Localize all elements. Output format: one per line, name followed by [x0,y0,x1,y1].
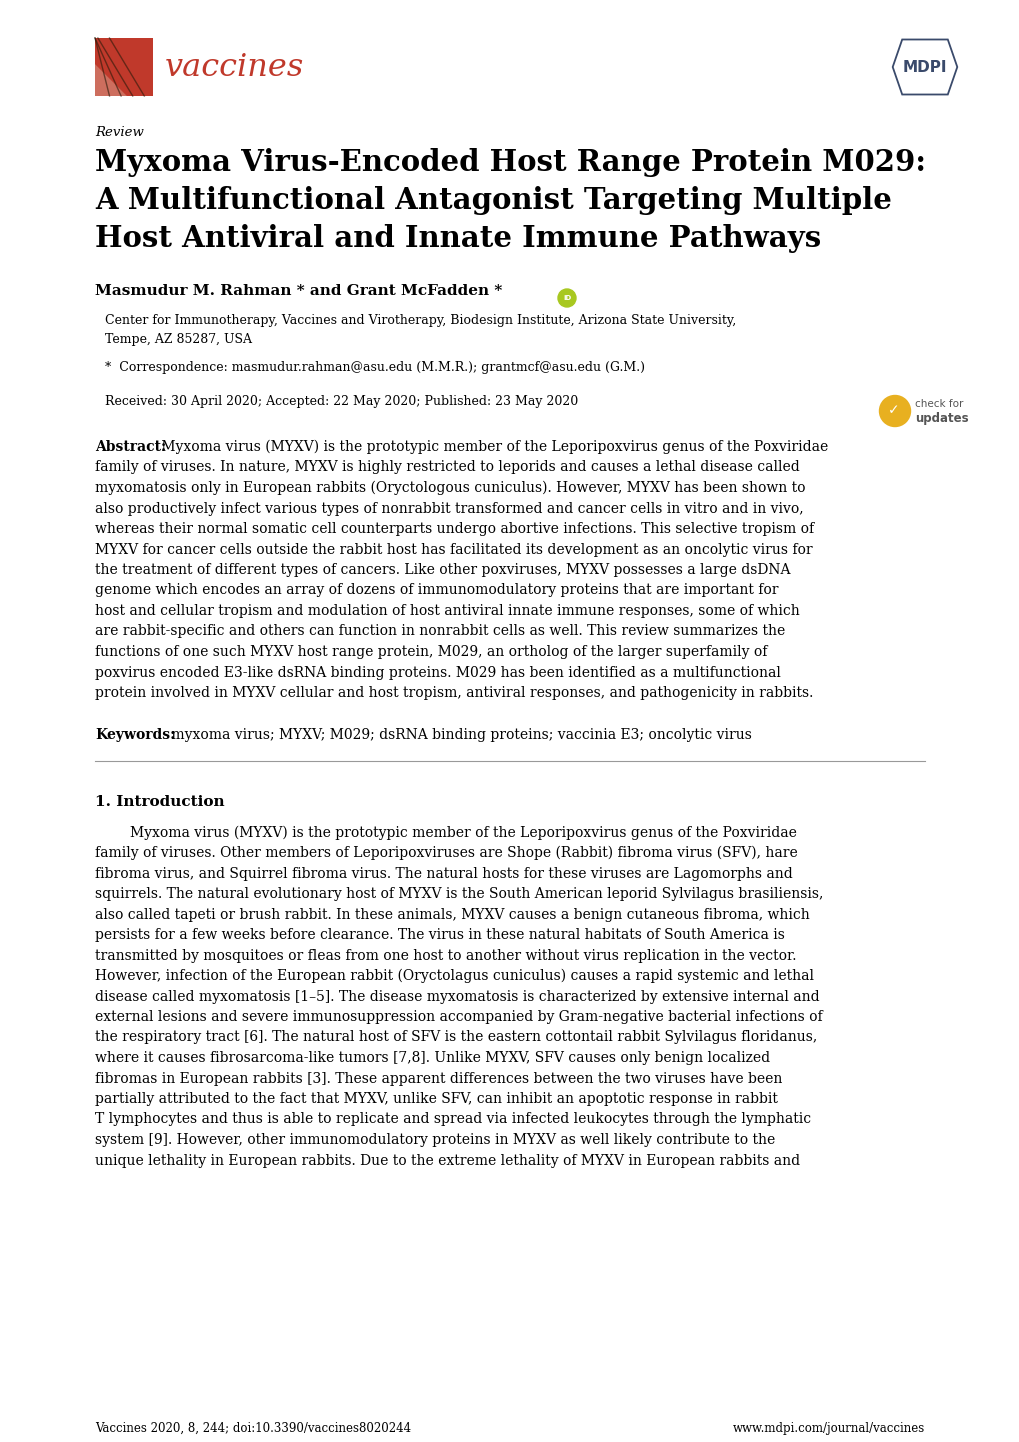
Text: 1. Introduction: 1. Introduction [95,796,224,809]
Text: are rabbit-specific and others can function in nonrabbit cells as well. This rev: are rabbit-specific and others can funct… [95,624,785,639]
Text: also productively infect various types of nonrabbit transformed and cancer cells: also productively infect various types o… [95,502,803,515]
Text: family of viruses. In nature, MYXV is highly restricted to leporids and causes a: family of viruses. In nature, MYXV is hi… [95,460,799,474]
Text: A Multifunctional Antagonist Targeting Multiple: A Multifunctional Antagonist Targeting M… [95,186,891,215]
Text: fibroma virus, and Squirrel fibroma virus. The natural hosts for these viruses a: fibroma virus, and Squirrel fibroma viru… [95,867,792,881]
Text: Masmudur M. Rahman * and Grant McFadden *: Masmudur M. Rahman * and Grant McFadden … [95,284,501,298]
Text: MYXV for cancer cells outside the rabbit host has facilitated its development as: MYXV for cancer cells outside the rabbit… [95,542,812,557]
Text: also called tapeti or brush rabbit. In these animals, MYXV causes a benign cutan: also called tapeti or brush rabbit. In t… [95,907,809,921]
Text: unique lethality in European rabbits. Due to the extreme lethality of MYXV in Eu: unique lethality in European rabbits. Du… [95,1154,799,1168]
Text: genome which encodes an array of dozens of immunomodulatory proteins that are im: genome which encodes an array of dozens … [95,584,777,597]
Text: the respiratory tract [6]. The natural host of SFV is the eastern cottontail rab: the respiratory tract [6]. The natural h… [95,1031,816,1044]
Circle shape [557,288,576,307]
Text: *  Correspondence: masmudur.rahman@asu.edu (M.M.R.); grantmcf@asu.edu (G.M.): * Correspondence: masmudur.rahman@asu.ed… [105,360,644,373]
Circle shape [878,395,910,427]
Text: where it causes fibrosarcoma-like tumors [7,8]. Unlike MYXV, SFV causes only ben: where it causes fibrosarcoma-like tumors… [95,1051,769,1066]
Text: myxomatosis only in European rabbits (Oryctologous cuniculus). However, MYXV has: myxomatosis only in European rabbits (Or… [95,482,805,496]
Text: Host Antiviral and Innate Immune Pathways: Host Antiviral and Innate Immune Pathway… [95,224,820,252]
Text: vaccines: vaccines [165,52,304,82]
Text: family of viruses. Other members of Leporipoxviruses are Shope (Rabbit) fibroma : family of viruses. Other members of Lepo… [95,846,797,861]
Text: Abstract:: Abstract: [95,440,166,454]
Text: the treatment of different types of cancers. Like other poxviruses, MYXV possess: the treatment of different types of canc… [95,562,790,577]
Text: functions of one such MYXV host range protein, M029, an ortholog of the larger s: functions of one such MYXV host range pr… [95,645,766,659]
FancyBboxPatch shape [95,37,153,97]
Text: check for: check for [915,399,963,410]
Text: system [9]. However, other immunomodulatory proteins in MYXV as well likely cont: system [9]. However, other immunomodulat… [95,1133,774,1146]
Text: transmitted by mosquitoes or fleas from one host to another without virus replic: transmitted by mosquitoes or fleas from … [95,949,796,962]
Text: iD: iD [562,296,571,301]
Text: host and cellular tropism and modulation of host antiviral innate immune respons: host and cellular tropism and modulation… [95,604,799,619]
Text: Vaccines 2020, 8, 244; doi:10.3390/vaccines8020244: Vaccines 2020, 8, 244; doi:10.3390/vacci… [95,1422,411,1435]
Text: external lesions and severe immunosuppression accompanied by Gram-negative bacte: external lesions and severe immunosuppre… [95,1009,821,1024]
Text: Received: 30 April 2020; Accepted: 22 May 2020; Published: 23 May 2020: Received: 30 April 2020; Accepted: 22 Ma… [105,395,578,408]
Text: persists for a few weeks before clearance. The virus in these natural habitats o: persists for a few weeks before clearanc… [95,929,784,942]
Text: partially attributed to the fact that MYXV, unlike SFV, can inhibit an apoptotic: partially attributed to the fact that MY… [95,1092,777,1106]
Text: Myxoma virus (MYXV) is the prototypic member of the Leporipoxvirus genus of the : Myxoma virus (MYXV) is the prototypic me… [95,825,796,839]
Text: Myxoma virus (MYXV) is the prototypic member of the Leporipoxvirus genus of the : Myxoma virus (MYXV) is the prototypic me… [157,440,827,454]
Text: poxvirus encoded E3-like dsRNA binding proteins. M029 has been identified as a m: poxvirus encoded E3-like dsRNA binding p… [95,666,781,679]
Polygon shape [95,63,126,97]
Text: T lymphocytes and thus is able to replicate and spread via infected leukocytes t: T lymphocytes and thus is able to replic… [95,1112,810,1126]
Text: myxoma virus; MYXV; M029; dsRNA binding proteins; vaccinia E3; oncolytic virus: myxoma virus; MYXV; M029; dsRNA binding … [167,728,751,743]
Text: disease called myxomatosis [1–5]. The disease myxomatosis is characterized by ex: disease called myxomatosis [1–5]. The di… [95,989,819,1004]
Text: Review: Review [95,125,144,138]
Text: ✓: ✓ [888,402,899,417]
Text: whereas their normal somatic cell counterparts undergo abortive infections. This: whereas their normal somatic cell counte… [95,522,813,536]
Text: However, infection of the European rabbit (Oryctolagus cuniculus) causes a rapid: However, infection of the European rabbi… [95,969,813,983]
Text: www.mdpi.com/journal/vaccines: www.mdpi.com/journal/vaccines [732,1422,924,1435]
Text: squirrels. The natural evolutionary host of MYXV is the South American leporid S: squirrels. The natural evolutionary host… [95,887,822,901]
Text: MDPI: MDPI [902,59,947,75]
Text: Center for Immunotherapy, Vaccines and Virotherapy, Biodesign Institute, Arizona: Center for Immunotherapy, Vaccines and V… [105,314,736,327]
Text: protein involved in MYXV cellular and host tropism, antiviral responses, and pat: protein involved in MYXV cellular and ho… [95,686,812,699]
Text: Myxoma Virus-Encoded Host Range Protein M029:: Myxoma Virus-Encoded Host Range Protein … [95,149,925,177]
Text: Tempe, AZ 85287, USA: Tempe, AZ 85287, USA [105,333,252,346]
Text: updates: updates [915,411,968,424]
Text: fibromas in European rabbits [3]. These apparent differences between the two vir: fibromas in European rabbits [3]. These … [95,1071,782,1086]
Text: Keywords:: Keywords: [95,728,175,743]
